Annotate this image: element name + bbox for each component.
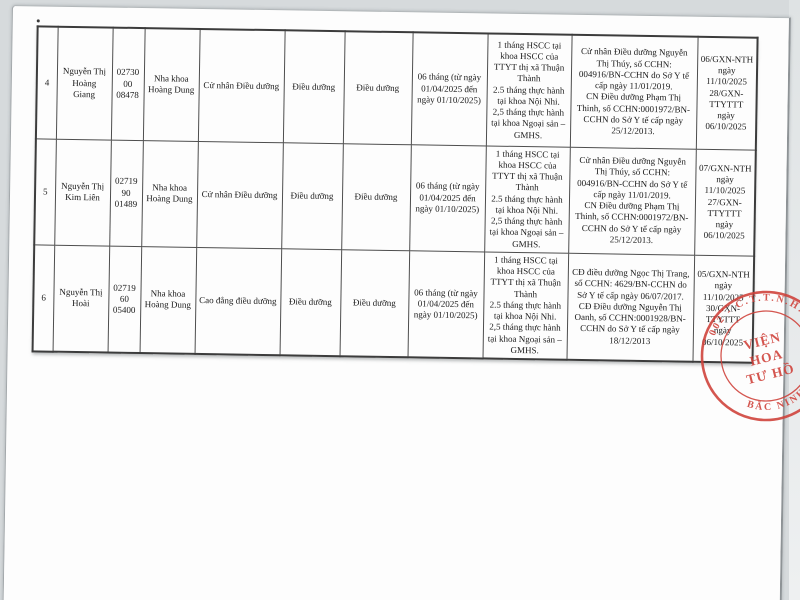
cell-practice-scope: Điều dưỡng	[341, 143, 411, 251]
stamp-outer-ring	[700, 290, 800, 422]
cell-full-name: Nguyễn Thị Kim Liên	[54, 138, 111, 246]
cell-practice-scope: Điều dưỡng	[339, 249, 410, 358]
cell-practice-scope: Điều dưỡng	[342, 31, 413, 145]
practice-certificate-table: 4 Nguyễn Thị Hoàng Giang 0273000 08478 N…	[31, 25, 759, 364]
cell-workplace: Nha khoa Hoàng Dung	[141, 140, 198, 248]
table-row: 6 Nguyễn Thị Hoài 0271960 05400 Nha khoa…	[32, 244, 755, 363]
table-row: 5 Nguyễn Thị Kim Liên 0271990 01489 Nha …	[34, 138, 756, 256]
scan-speck-artifact	[36, 19, 40, 23]
cell-cert-number: 0273000 08478	[110, 27, 145, 141]
cell-workplace: Nha khoa Hoàng Dung	[139, 246, 197, 354]
cell-practice-content: 1 tháng HSCC tại khoa HSCC của TTYT thị …	[485, 33, 572, 147]
cell-qualification: Cử nhân Điều dưỡng	[197, 28, 285, 143]
cell-workplace: Nha khoa Hoàng Dung	[142, 28, 200, 141]
cell-position: Điều dưỡng	[281, 142, 343, 250]
cell-qualification: Cao đẳng điều dưỡng	[194, 247, 282, 356]
document-page: 4 Nguyễn Thị Hoàng Giang 0273000 08478 N…	[1, 5, 791, 600]
cell-confirmation-numbers: 06/GXN-NTH ngày 11/10/2025 28/GXN-TTYTTT…	[695, 36, 758, 150]
cell-duration: 06 tháng (từ ngày 01/04/2025 đến ngày 01…	[409, 144, 486, 252]
cell-duration: 06 tháng (từ ngày 01/04/2025 đến ngày 01…	[410, 32, 488, 146]
cell-confirmation-numbers: 07/GXN-NTH ngày 11/10/2025 27/GXN-TTYTTT…	[694, 148, 756, 256]
cell-cert-number: 0271990 01489	[109, 139, 143, 247]
cell-row-number: 5	[34, 138, 56, 245]
cell-position: Điều dưỡng	[279, 248, 342, 357]
cell-full-name: Nguyễn Thị Hoàng Giang	[55, 26, 113, 140]
cell-instructors: Cử nhân Điều dưỡng Nguyễn Thị Thúy, số C…	[568, 146, 696, 255]
cell-position: Điều dưỡng	[282, 30, 345, 144]
cell-practice-content: 1 tháng HSCC tại khoa HSCC của TTYT thị …	[484, 145, 570, 254]
cell-row-number: 4	[35, 26, 58, 139]
red-circular-stamp: 002 - C.T.T.N.H.H BẮC NINH VIỆN HOA TƯ H…	[700, 281, 800, 422]
cell-instructors: CĐ điều dưỡng Ngọc Thị Trang, số CCHN: 4…	[566, 253, 695, 362]
cell-cert-number: 0271960 05400	[107, 245, 142, 354]
cell-row-number: 6	[32, 244, 55, 352]
stamp-inner-ring	[720, 310, 800, 402]
cell-practice-content: 1 tháng HSCC tại khoa HSCC của TTYT thị …	[482, 251, 569, 360]
cell-instructors: Cử nhân Điều dưỡng Nguyễn Thị Thúy, số C…	[569, 34, 698, 149]
cell-duration: 06 tháng (từ ngày 01/04/2025 đến ngày 01…	[407, 250, 485, 359]
cell-qualification: Cử nhân Điều dưỡng	[196, 140, 283, 249]
cell-full-name: Nguyễn Thị Hoài	[52, 244, 110, 353]
table-row: 4 Nguyễn Thị Hoàng Giang 0273000 08478 N…	[35, 26, 758, 150]
